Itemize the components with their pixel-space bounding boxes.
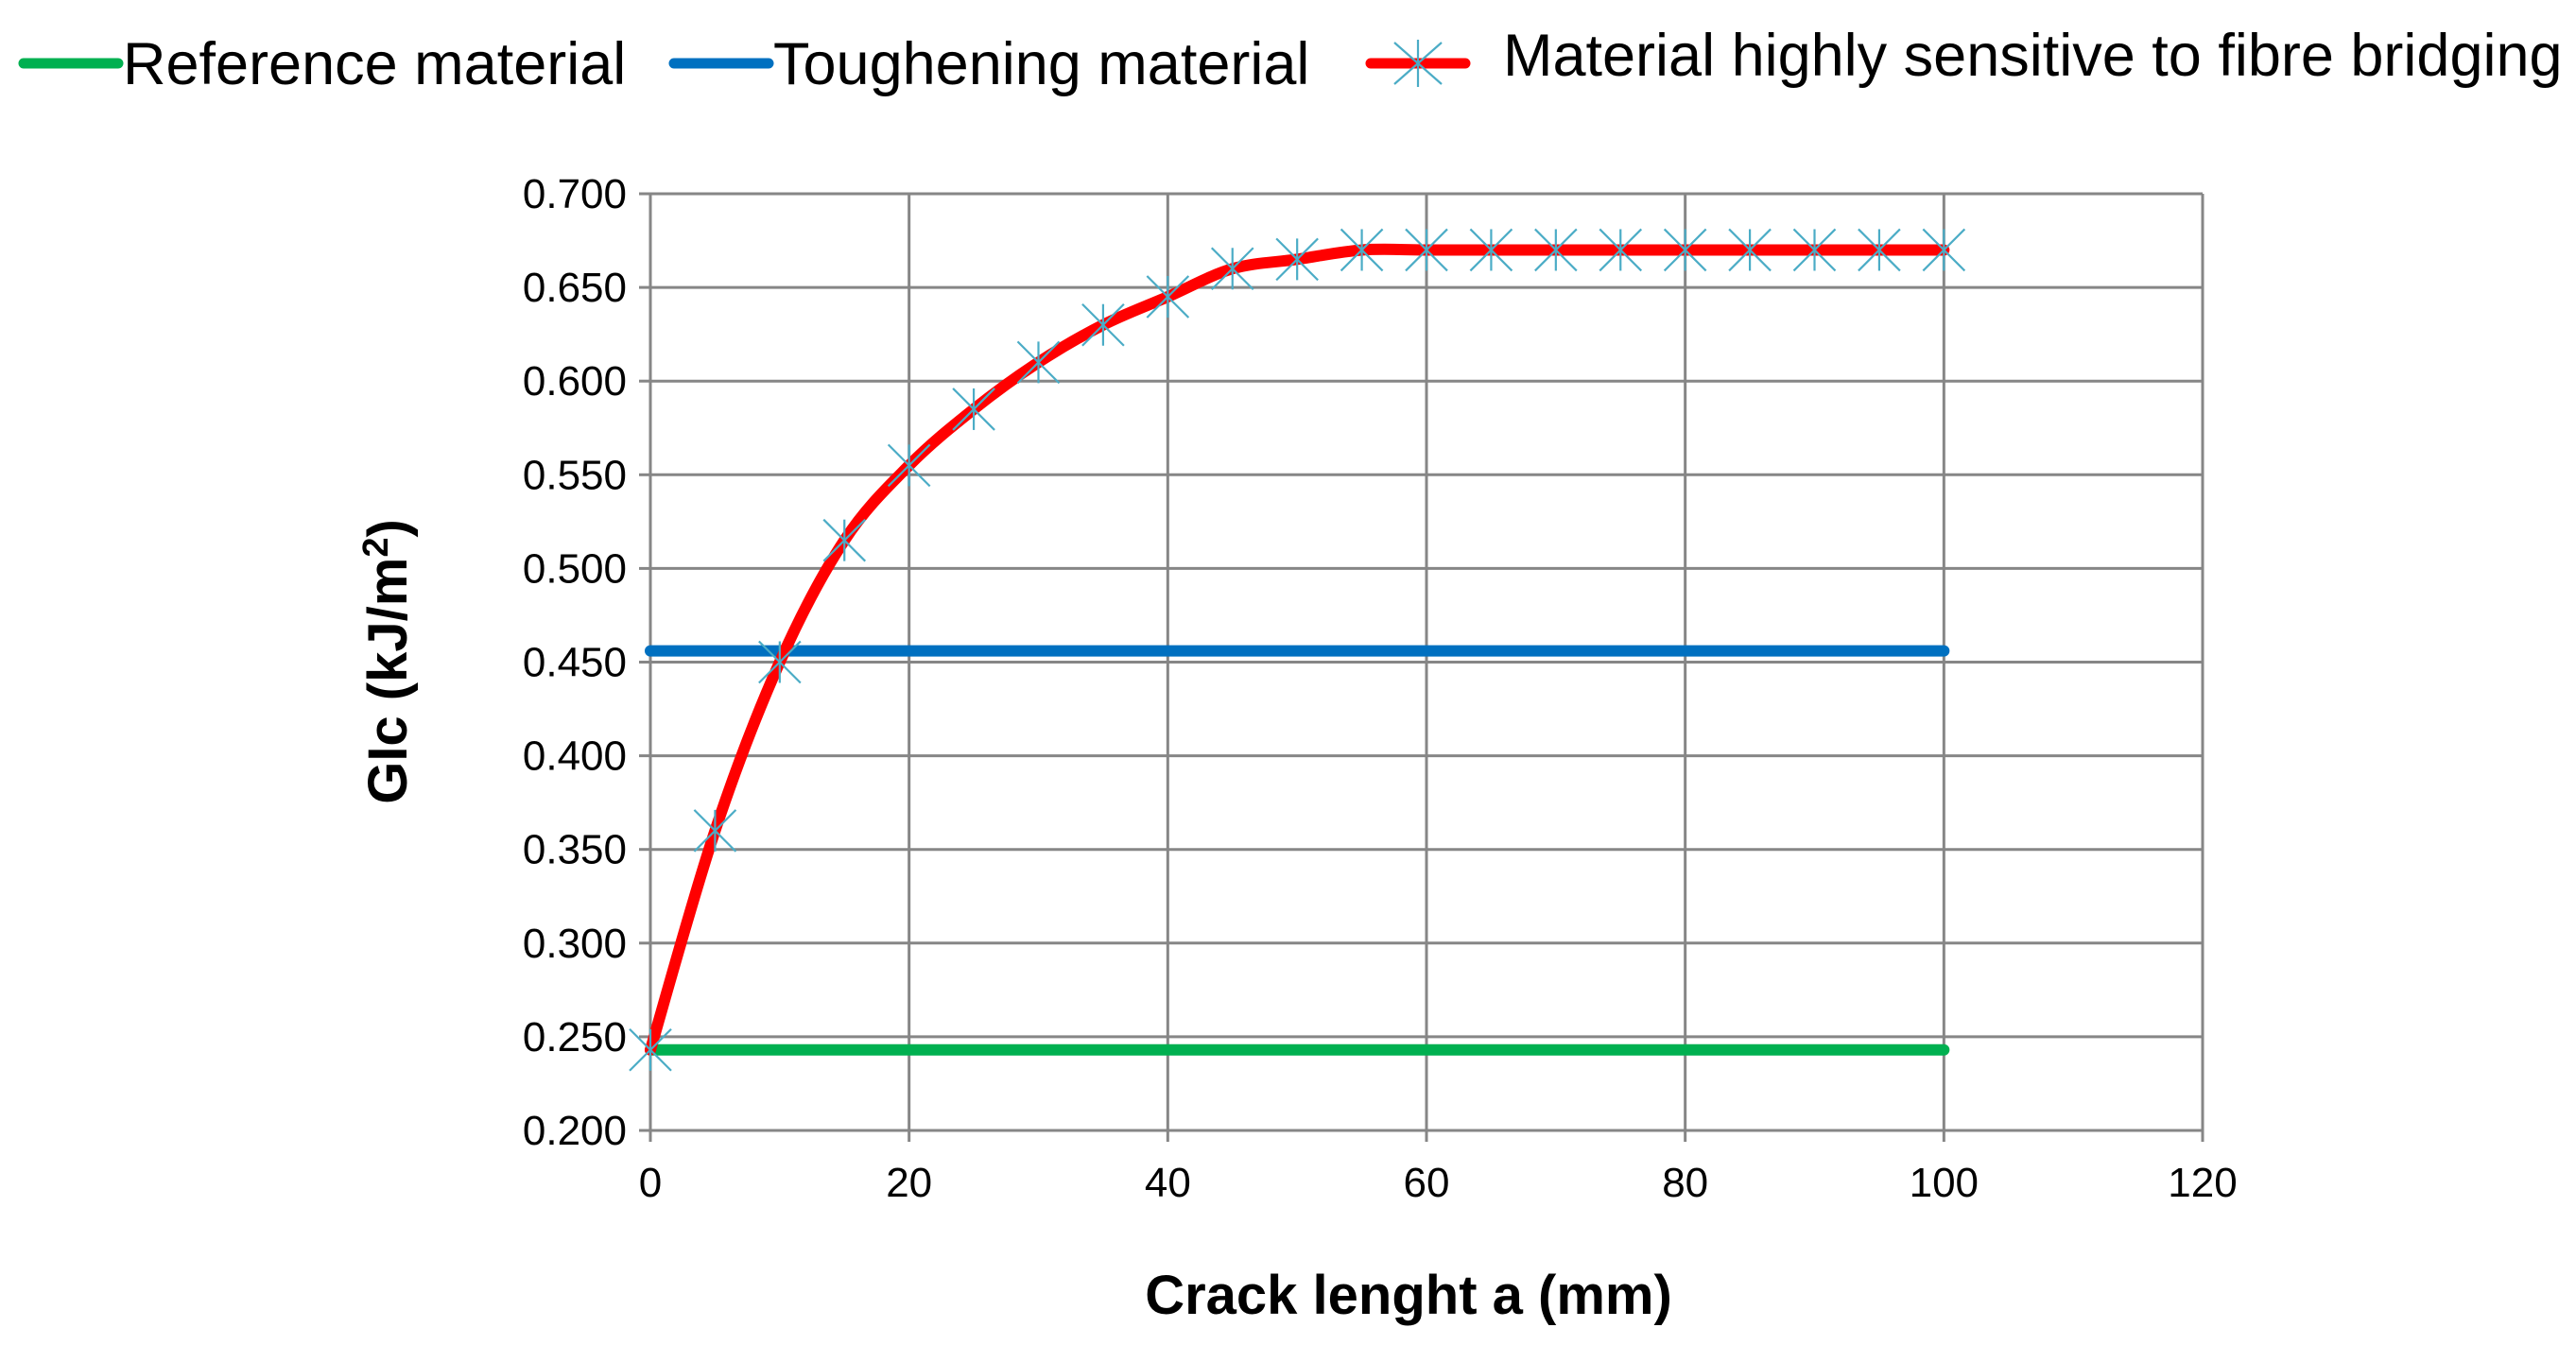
data-point-2-15 <box>1599 228 1643 272</box>
y-tick-labels: 0.200 0.250 0.300 0.350 0.400 0.450 0.500 0.550… <box>523 171 627 1154</box>
data-point-2-17 <box>1728 228 1772 272</box>
y-tick-label-1: 0.250 <box>523 1014 627 1060</box>
data-point-2-12 <box>1405 228 1448 272</box>
x-tick-label-5: 100 <box>1910 1160 1979 1206</box>
x-tick-label-0: 0 <box>639 1160 662 1206</box>
y-tick-label-8: 0.600 <box>523 358 627 405</box>
y-tick-label-4: 0.400 <box>523 733 627 780</box>
data-point-2-1 <box>693 809 737 853</box>
series-group <box>629 228 1966 1072</box>
x-tick-labels: 0 20 40 60 80 100 120 <box>639 1160 2238 1206</box>
x-tick-label-6: 120 <box>2168 1160 2237 1206</box>
legend: Reference material Toughening material M… <box>18 23 2563 97</box>
y-tick-label-3: 0.350 <box>523 827 627 873</box>
x-tick-label-3: 60 <box>1404 1160 1450 1206</box>
legend-label-reference: Reference material <box>123 31 626 97</box>
y-tick-label-9: 0.650 <box>523 265 627 311</box>
data-point-2-8 <box>1146 275 1190 319</box>
data-point-2-18 <box>1792 228 1837 272</box>
x-axis-title: Crack lenght a (mm) <box>1145 1265 1672 1326</box>
x-tick-label-4: 80 <box>1662 1160 1708 1206</box>
y-tick-label-5: 0.450 <box>523 640 627 686</box>
data-point-2-5 <box>952 388 995 431</box>
legend-marker-fibre-bridging <box>1393 40 1443 87</box>
legend-label-toughening: Toughening material <box>773 31 1309 97</box>
y-axis-title-end: ) <box>357 519 419 537</box>
data-point-2-10 <box>1275 237 1319 282</box>
data-point-2-0 <box>629 1027 672 1072</box>
y-axis-title-base: GIc (kJ/m <box>357 558 419 804</box>
x-tick-label-1: 20 <box>886 1160 932 1206</box>
y-tick-label-7: 0.550 <box>523 452 627 498</box>
y-tick-label-10: 0.700 <box>523 171 627 217</box>
y-tick-label-0: 0.200 <box>523 1108 627 1154</box>
data-point-2-11 <box>1340 228 1384 272</box>
data-point-2-7 <box>1081 302 1125 347</box>
data-point-2-16 <box>1663 228 1707 272</box>
y-axis-title: GIc (kJ/m2) <box>356 519 419 804</box>
data-point-2-4 <box>887 443 931 488</box>
y-axis-title-sup: 2 <box>356 538 396 558</box>
data-point-2-14 <box>1534 228 1578 272</box>
x-tick-label-2: 40 <box>1145 1160 1191 1206</box>
y-tick-label-6: 0.500 <box>523 545 627 592</box>
y-tick-label-2: 0.300 <box>523 921 627 967</box>
data-point-2-13 <box>1469 228 1513 272</box>
data-point-2-19 <box>1858 228 1901 272</box>
data-point-2-9 <box>1210 247 1254 291</box>
data-point-2-3 <box>822 518 867 562</box>
legend-label-fibre-bridging: Material highly sensitive to fibre bridg… <box>1503 23 2563 89</box>
grid <box>639 192 2204 1142</box>
data-point-2-2 <box>758 640 802 684</box>
data-point-2-6 <box>1016 340 1061 385</box>
plot-area: 0 20 40 60 80 100 120 0.200 0.250 0.300 0.350 0.40… <box>523 171 2238 1206</box>
data-point-2-20 <box>1922 228 1966 272</box>
